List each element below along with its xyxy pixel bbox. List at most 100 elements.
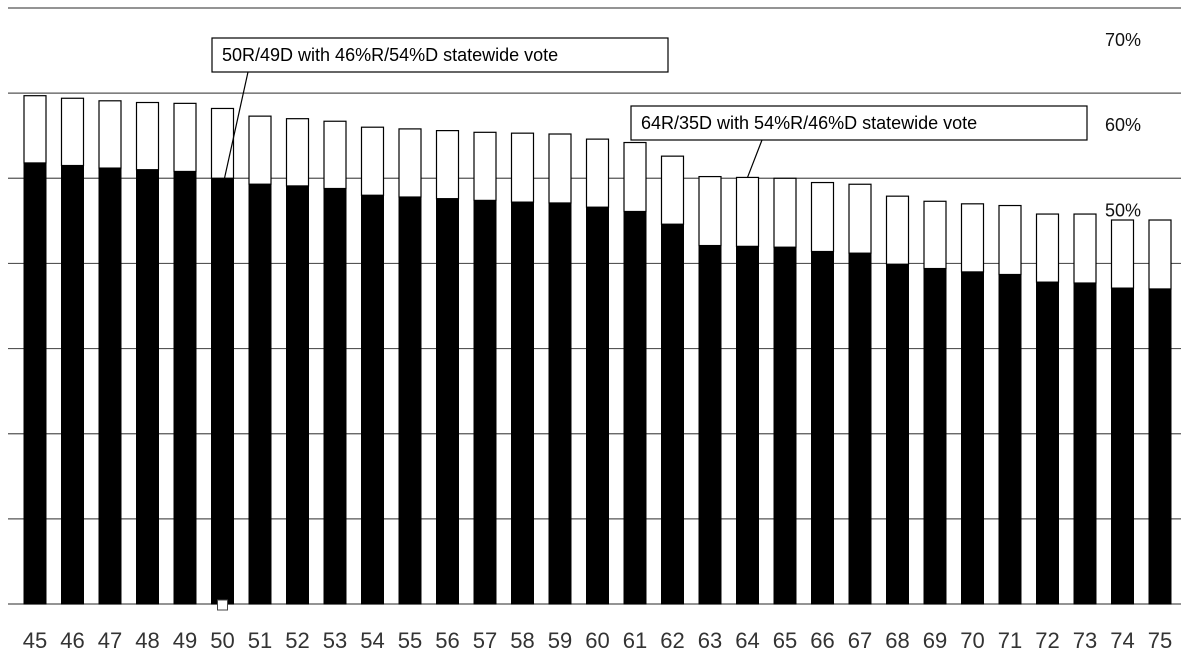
x-tick-label-71: 71	[998, 628, 1022, 653]
x-tick-label-62: 62	[660, 628, 684, 653]
x-tick-label-70: 70	[960, 628, 984, 653]
bar-upper-46	[60, 97, 85, 167]
bar-upper-48	[135, 101, 160, 171]
bar-lower-53	[323, 188, 347, 605]
x-tick-label-52: 52	[285, 628, 309, 653]
x-tick-label-64: 64	[735, 628, 759, 653]
bar-lower-57	[473, 199, 497, 605]
x-tick-label-57: 57	[473, 628, 497, 653]
bar-lower-68	[886, 263, 909, 605]
bar-upper-63	[698, 175, 722, 247]
annotation-leader-1	[223, 71, 249, 179]
bar-upper-60	[585, 138, 610, 208]
x-tick-label-45: 45	[23, 628, 47, 653]
bar-upper-72	[1035, 213, 1060, 283]
bar-upper-53	[323, 120, 347, 190]
bar-upper-70	[960, 203, 985, 273]
bar-upper-57	[473, 131, 497, 202]
bar-lower-56	[436, 198, 459, 605]
x-tick-label-49: 49	[173, 628, 197, 653]
bar-lower-70	[961, 271, 984, 605]
x-tick-labels: 45 46 47 48 49 50 51 52 53 54 55 56 57 58 59 60 61 62 63 64…	[23, 628, 1172, 653]
bar-upper-55	[398, 128, 422, 198]
y-tick-label-50: 50%	[1105, 200, 1141, 220]
x-tick-label-65: 65	[773, 628, 797, 653]
x-tick-label-50: 50	[210, 628, 234, 653]
bar-upper-68	[885, 195, 910, 265]
bar-lower-62	[661, 223, 684, 605]
bar-lower-58	[511, 201, 534, 605]
x-tick-label-67: 67	[848, 628, 872, 653]
x-tick-label-63: 63	[698, 628, 722, 653]
bar-lower-64	[736, 245, 759, 605]
x-tick-label-53: 53	[323, 628, 347, 653]
bar-lower-65	[773, 246, 797, 605]
x-tick-label-61: 61	[623, 628, 647, 653]
bars	[23, 95, 1172, 611]
bar-lower-46	[61, 165, 84, 605]
bar-lower-75	[1148, 288, 1172, 605]
bar-upper-49	[173, 102, 197, 173]
bar-upper-58	[510, 132, 535, 203]
x-tick-label-68: 68	[885, 628, 909, 653]
bar-upper-54	[360, 126, 385, 196]
bar-upper-50	[210, 107, 235, 179]
x-tick-label-56: 56	[435, 628, 459, 653]
x-tick-label-47: 47	[98, 628, 122, 653]
x-tick-label-59: 59	[548, 628, 572, 653]
annotation-leader-2	[746, 139, 763, 178]
bar-upper-59	[548, 133, 572, 204]
bar-upper-74	[1110, 219, 1135, 289]
bar-upper-67	[848, 183, 872, 254]
bar-lower-45	[23, 162, 47, 605]
bar-upper-61	[623, 141, 647, 213]
bar-lower-59	[548, 202, 572, 605]
bar-lower-63	[698, 245, 722, 605]
x-tick-label-48: 48	[135, 628, 159, 653]
bar-lower-61	[623, 210, 647, 605]
annotation-text-1: 50R/49D with 46%R/54%D statewide vote	[222, 45, 558, 65]
x-tick-label-72: 72	[1035, 628, 1059, 653]
bar-upper-56	[435, 130, 460, 200]
bar-lower-55	[398, 196, 422, 605]
bar-lower-71	[998, 273, 1022, 605]
bar-lower-69	[923, 268, 947, 605]
bar-lower-48	[136, 169, 159, 605]
x-tick-label-58: 58	[510, 628, 534, 653]
y-tick-label-70: 70%	[1105, 30, 1141, 50]
marker-square	[217, 599, 228, 611]
bar-lower-50	[211, 177, 234, 605]
bar-lower-49	[173, 170, 197, 605]
bar-lower-51	[248, 183, 272, 605]
bar-upper-45	[23, 95, 47, 164]
x-tick-label-46: 46	[60, 628, 84, 653]
bar-lower-54	[361, 194, 384, 605]
bar-lower-67	[848, 252, 872, 605]
annotations: 50R/49D with 46%R/54%D statewide vote 64R…	[211, 37, 1088, 179]
bar-lower-66	[811, 251, 834, 605]
bar-lower-52	[286, 185, 309, 605]
x-tick-label-74: 74	[1110, 628, 1134, 653]
bar-upper-71	[998, 204, 1022, 276]
bar-lower-74	[1111, 287, 1134, 605]
bar-lower-72	[1036, 281, 1059, 605]
bar-upper-69	[923, 200, 947, 270]
bar-upper-64	[735, 176, 760, 247]
x-tick-label-55: 55	[398, 628, 422, 653]
annotation-text-2: 64R/35D with 54%R/46%D statewide vote	[641, 113, 977, 133]
x-tick-label-73: 73	[1073, 628, 1097, 653]
bar-upper-73	[1073, 213, 1097, 284]
y-tick-label-60: 60%	[1105, 115, 1141, 135]
x-tick-label-60: 60	[585, 628, 609, 653]
bar-upper-52	[285, 118, 310, 187]
x-tick-label-69: 69	[923, 628, 947, 653]
bar-lower-60	[586, 206, 609, 605]
bar-upper-47	[98, 100, 122, 169]
bar-upper-66	[810, 181, 835, 253]
bar-lower-47	[98, 167, 122, 605]
y-tick-labels: 70% 60% 50%	[1105, 30, 1141, 220]
x-tick-label-75: 75	[1148, 628, 1172, 653]
bar-upper-65	[773, 177, 797, 248]
annotation-box-2	[630, 105, 1088, 141]
